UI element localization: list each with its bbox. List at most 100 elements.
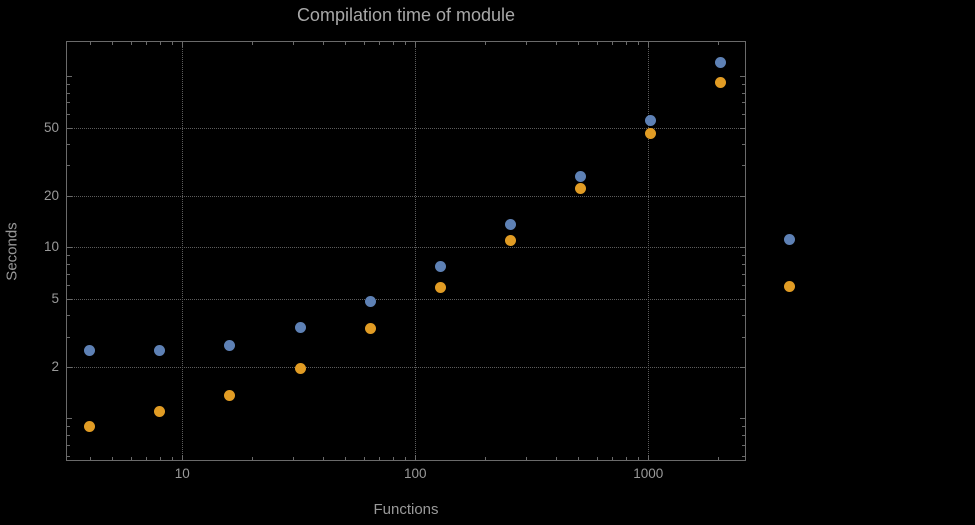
y-tick: [742, 434, 745, 436]
x-tick: [526, 457, 528, 460]
y-tick-label: 10: [43, 239, 59, 255]
y-gridline: [67, 247, 745, 249]
y-tick: [67, 444, 70, 446]
x-tick: [718, 42, 720, 45]
x-tick: [637, 457, 639, 460]
x-tick: [345, 42, 347, 45]
x-tick: [555, 42, 557, 45]
x-tick: [404, 42, 406, 45]
y-tick: [67, 434, 70, 436]
x-tick: [648, 42, 650, 47]
x-tick: [322, 42, 324, 45]
x-tick: [392, 42, 394, 45]
x-tick: [379, 42, 381, 45]
y-tick: [742, 444, 745, 446]
y-tick: [740, 298, 745, 300]
x-tick: [526, 42, 528, 45]
x-tick: [252, 457, 254, 460]
y-tick: [67, 426, 70, 428]
x-tick: [89, 42, 91, 45]
y-tick: [67, 195, 72, 197]
y-tick: [67, 165, 70, 167]
data-point: [154, 405, 166, 417]
y-tick: [740, 247, 745, 249]
x-tick: [252, 42, 254, 45]
y-tick-label: 2: [51, 358, 59, 374]
y-gridline: [67, 127, 745, 129]
y-tick: [742, 254, 745, 256]
y-tick: [742, 315, 745, 317]
data-point: [504, 234, 516, 246]
y-tick: [740, 366, 745, 368]
y-tick: [742, 285, 745, 287]
x-gridline: [648, 42, 650, 460]
data-point: [84, 344, 96, 356]
data-point: [84, 420, 96, 432]
data-point: [294, 363, 306, 375]
y-tick: [67, 102, 70, 104]
x-tick: [625, 457, 627, 460]
x-tick: [112, 457, 114, 460]
data-point: [154, 344, 166, 356]
y-tick: [742, 144, 745, 146]
x-tick: [182, 42, 184, 47]
y-tick: [740, 418, 745, 420]
y-tick: [67, 144, 70, 146]
x-tick: [363, 42, 365, 45]
data-point: [504, 219, 516, 231]
data-point: [645, 114, 657, 126]
y-tick: [67, 263, 70, 265]
x-tick: [322, 457, 324, 460]
y-tick: [67, 285, 70, 287]
y-tick: [67, 336, 70, 338]
y-gridline: [67, 195, 745, 197]
x-tick-label: 10: [174, 466, 190, 481]
y-tick: [742, 263, 745, 265]
x-tick: [182, 455, 184, 460]
data-point: [224, 390, 236, 402]
x-tick: [404, 457, 406, 460]
y-tick: [742, 165, 745, 167]
y-tick: [67, 315, 70, 317]
x-tick: [392, 457, 394, 460]
x-tick: [415, 455, 417, 460]
x-tick: [363, 457, 365, 460]
x-tick: [555, 457, 557, 460]
data-point: [715, 76, 727, 88]
y-tick-label: 5: [51, 290, 59, 306]
x-tick: [345, 457, 347, 460]
x-tick: [637, 42, 639, 45]
x-tick: [718, 457, 720, 460]
x-tick: [112, 42, 114, 45]
y-tick: [742, 83, 745, 85]
y-gridline: [67, 366, 745, 368]
y-gridline: [67, 298, 745, 300]
y-axis-label: Seconds: [3, 222, 21, 281]
x-tick-label: 1000: [633, 466, 664, 481]
legend-marker: [784, 281, 795, 292]
x-tick: [171, 457, 173, 460]
y-tick: [67, 75, 72, 77]
y-tick: [67, 298, 72, 300]
y-tick: [67, 83, 70, 85]
y-tick: [67, 127, 72, 129]
data-point: [364, 322, 376, 334]
x-tick: [612, 457, 614, 460]
y-tick-label: 20: [43, 187, 59, 203]
x-tick: [485, 42, 487, 45]
x-tick: [159, 457, 161, 460]
chart-legend: [784, 234, 795, 292]
y-tick: [742, 336, 745, 338]
y-tick: [742, 456, 745, 458]
x-gridline: [182, 42, 184, 460]
y-tick: [742, 92, 745, 94]
x-tick: [293, 457, 295, 460]
data-point: [364, 296, 376, 308]
y-tick: [67, 92, 70, 94]
x-tick: [159, 42, 161, 45]
x-tick: [596, 457, 598, 460]
x-tick: [146, 42, 148, 45]
y-tick: [740, 75, 745, 77]
x-tick: [596, 42, 598, 45]
x-tick-label: 100: [404, 466, 427, 481]
